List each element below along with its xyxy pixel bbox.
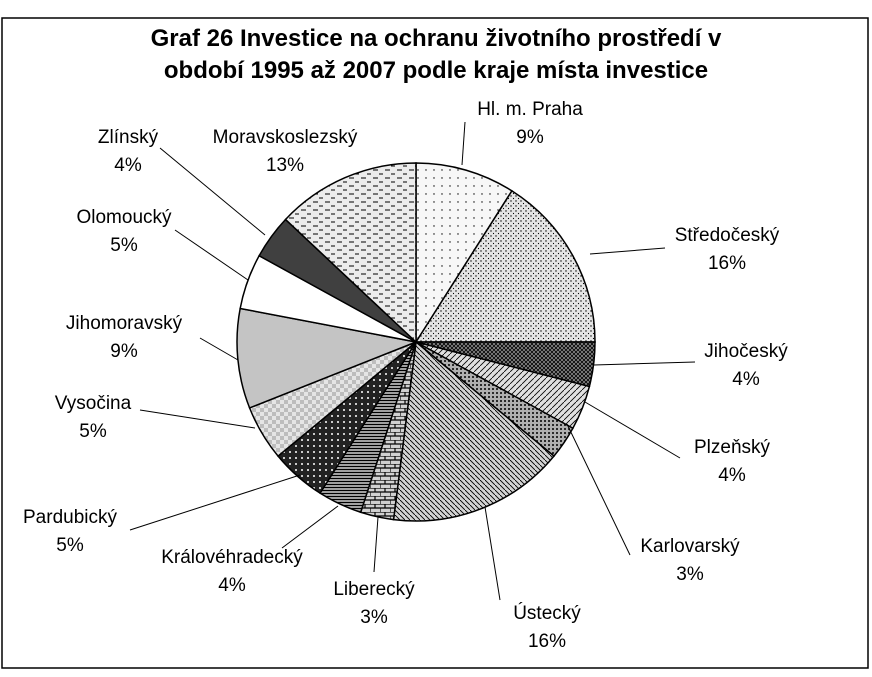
slice-label: Plzeňský <box>694 437 771 458</box>
slice-label: Středočeský <box>675 225 780 246</box>
slice-label: Moravskoslezský <box>213 127 358 148</box>
slice-label: Ústecký <box>513 602 581 624</box>
leader-line <box>373 516 379 573</box>
leader-line <box>593 361 696 366</box>
leader-line <box>566 423 631 556</box>
slice-label: Jihomoravský <box>66 313 183 334</box>
slice-value-label: 5% <box>56 535 84 556</box>
slice-value-label: 5% <box>110 235 138 256</box>
slice-label: Vysočina <box>55 393 132 414</box>
slice-value-label: 9% <box>110 341 138 362</box>
leader-line <box>129 474 301 531</box>
slice-label: Zlínský <box>98 127 159 148</box>
leader-line <box>199 337 239 361</box>
slice-texture <box>392 340 555 522</box>
chart-title: Graf 26 Investice na ochranu životního p… <box>151 25 722 84</box>
slice-label: Hl. m. Praha <box>477 99 583 120</box>
slice-value-label: 3% <box>360 607 388 628</box>
slice-texture <box>414 189 596 343</box>
slice-label: Královéhradecký <box>161 547 303 568</box>
leader-line <box>461 121 466 166</box>
slice-value-label: 4% <box>218 575 246 596</box>
leader-line <box>159 147 266 236</box>
leader-line <box>174 229 249 281</box>
slice-value-label: 4% <box>114 155 142 176</box>
slice-texture <box>284 162 417 344</box>
slice-value-label: 16% <box>528 631 566 652</box>
slice-texture <box>236 307 419 409</box>
slice-label: Liberecký <box>333 579 415 600</box>
leader-line <box>584 401 681 459</box>
slice-value-label: 9% <box>516 127 544 148</box>
slice-label: Pardubický <box>23 507 117 528</box>
slice-value-label: 3% <box>676 564 704 585</box>
leader-line <box>281 505 339 549</box>
slice-label: Karlovarský <box>640 536 740 557</box>
leader-line <box>589 247 666 255</box>
slice-value-label: 13% <box>266 155 304 176</box>
slice-value-label: 5% <box>79 421 107 442</box>
slice-label: Olomoucký <box>76 207 172 228</box>
leader-line <box>139 409 256 429</box>
slice-label: Jihočeský <box>704 341 788 362</box>
slice-texture <box>415 162 513 345</box>
slice-value-label: 4% <box>732 369 760 390</box>
leader-line <box>484 506 501 601</box>
slice-value-label: 16% <box>708 253 746 274</box>
slice-value-label: 4% <box>718 465 746 486</box>
